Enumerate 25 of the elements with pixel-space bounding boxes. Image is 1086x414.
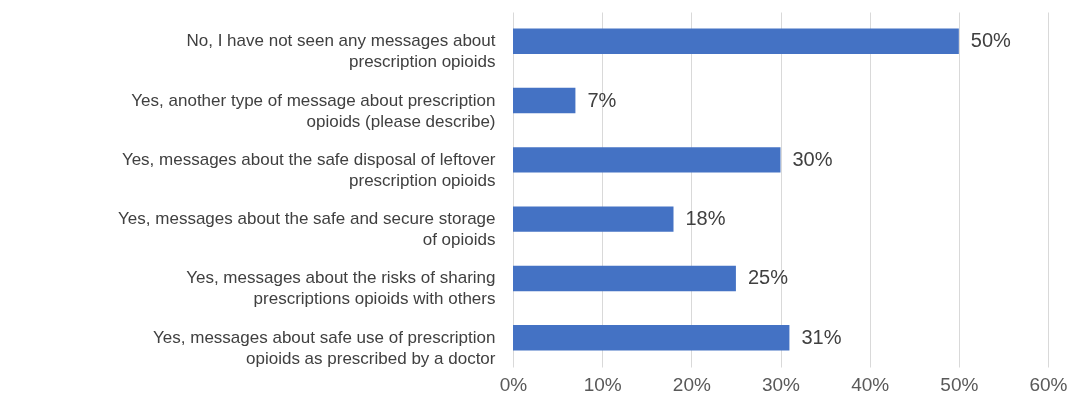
x-tick-label: 60% <box>1029 373 1068 395</box>
bar <box>513 87 576 114</box>
bar <box>513 206 674 232</box>
x-tick-label: 0% <box>499 373 528 395</box>
bar <box>513 147 781 173</box>
data-label: 30% <box>792 147 833 170</box>
y-tick-label: No, I have not seen any messages about prescription opioids <box>186 31 496 72</box>
bar <box>513 324 790 351</box>
bar <box>513 265 736 292</box>
x-tick-label: 50% <box>940 373 979 395</box>
y-tick-label: Yes, another type of message about prescription opioids (please describe) <box>131 90 496 131</box>
x-tick-label: 10% <box>583 373 622 395</box>
y-tick-label: Yes, messages about the safe and secure storage of opioids <box>118 209 496 250</box>
data-label: 25% <box>747 266 789 289</box>
y-tick-label: Yes, messages about the safe disposal of leftover prescription opioids <box>121 149 496 190</box>
x-tick-label: 40% <box>851 373 890 395</box>
data-label: 31% <box>801 325 842 348</box>
x-tick-label: 30% <box>761 373 801 395</box>
x-tick-label: 20% <box>672 373 711 395</box>
data-label: 7% <box>587 88 617 111</box>
data-label: 50% <box>970 29 1012 52</box>
bar <box>513 28 959 55</box>
data-label: 18% <box>685 207 726 230</box>
y-tick-label: Yes, messages about safe use of prescription opioids as prescribed by a doctor <box>153 327 496 368</box>
y-tick-label: Yes, messages about the risks of sharing prescriptions opioids with others <box>186 268 496 309</box>
